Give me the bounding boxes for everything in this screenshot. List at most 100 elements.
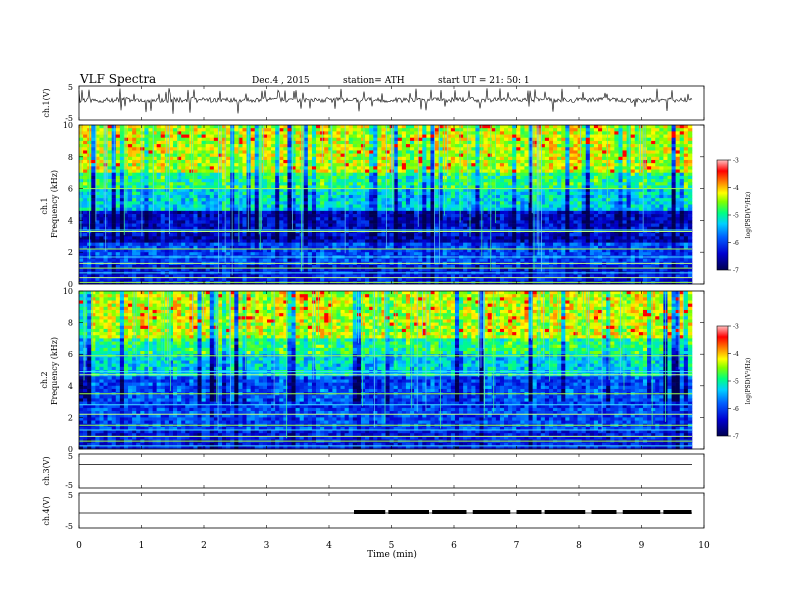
spectrogram-cell <box>430 204 435 208</box>
spectrogram-cell <box>593 150 599 154</box>
spectrogram-cell <box>275 159 280 164</box>
spectrogram-cell <box>483 166 488 170</box>
spectrogram-cell <box>393 223 399 228</box>
spectrogram-cell <box>655 188 660 193</box>
spectrogram-cell <box>573 175 578 180</box>
spectrogram-cell <box>377 207 382 212</box>
spectrogram-cell <box>238 131 243 135</box>
spectrogram-cell <box>205 144 211 148</box>
spectrogram-cell <box>385 147 390 151</box>
spectrogram-cell <box>266 207 272 212</box>
spectrogram-cell <box>671 220 676 224</box>
spectrogram-cell <box>160 204 166 208</box>
spectrogram-cell <box>499 153 505 158</box>
spectrogram-cell <box>532 137 538 142</box>
spectrogram-cell <box>446 125 452 129</box>
spectrogram-cell <box>610 220 615 224</box>
spectrogram-cell <box>185 201 190 205</box>
spectrogram-cell <box>340 172 345 177</box>
spectrogram-cell <box>209 214 215 218</box>
spectrogram-cell <box>303 198 309 202</box>
spectrogram-cell <box>671 172 676 177</box>
spectrogram-cell <box>524 198 529 202</box>
spectrogram-cell <box>377 223 382 228</box>
spectrogram-cell <box>622 131 627 135</box>
spectrogram-cell <box>119 185 125 189</box>
spectrogram-cell <box>454 150 460 154</box>
spectrogram-cell <box>160 194 166 199</box>
spectrogram-cell <box>246 134 251 139</box>
spectrogram-cell <box>471 226 476 231</box>
spectrogram-cell <box>83 169 88 173</box>
spectrogram-cell <box>226 169 231 173</box>
spectrogram-cell <box>438 214 444 218</box>
spectrogram-cell <box>683 217 689 221</box>
spectrogram-cell <box>168 150 174 154</box>
spectrogram-cell <box>426 220 431 224</box>
spectrogram-cell <box>471 172 476 177</box>
start-time-label: start UT = 21: 50: 1 <box>438 76 530 86</box>
spectrogram-cell <box>642 201 648 205</box>
spectrogram-cell <box>226 210 231 215</box>
spectrogram-cell <box>356 223 362 228</box>
spectrogram-cell <box>410 214 415 218</box>
spectrogram-cell <box>508 204 513 208</box>
spectrogram-cell <box>557 210 562 215</box>
spectrogram-cell <box>565 166 570 170</box>
spectrogram-cell <box>475 210 480 215</box>
spectrogram-cell <box>450 169 456 173</box>
spectrogram-cell <box>332 223 337 228</box>
spectrogram-cell <box>642 191 648 196</box>
spectrogram-cell <box>226 147 231 151</box>
spectrogram-cell <box>569 140 574 145</box>
spectrogram-cell <box>99 134 104 139</box>
spectrogram-cell <box>226 220 231 224</box>
spectrogram-cell <box>454 198 460 202</box>
spectrogram-cell <box>332 163 337 167</box>
spectrogram-cell <box>483 194 488 199</box>
spectrogram-cell <box>201 172 206 177</box>
spectrogram-cell <box>532 166 538 170</box>
spectrogram-cell <box>83 150 88 154</box>
spectrogram-cell <box>205 210 211 215</box>
spectrogram-cell <box>95 166 100 170</box>
spectrogram-cell <box>148 182 153 186</box>
spectrogram-cell <box>499 156 505 161</box>
spectrogram-cell <box>512 201 517 205</box>
spectrogram-cell <box>393 128 399 132</box>
spectrogram-cell <box>201 217 206 221</box>
spectrogram-cell <box>499 217 505 221</box>
spectrogram-cell <box>520 223 525 228</box>
spectrogram-cell <box>614 128 619 132</box>
spectrogram-cell <box>295 163 300 167</box>
spectrogram-cell <box>651 137 656 142</box>
spectrogram-cell <box>128 144 133 148</box>
spectrogram-cell <box>401 207 407 212</box>
spectrogram-cell <box>553 134 558 139</box>
spectrogram-cell <box>512 137 517 142</box>
spectrogram-cell <box>504 214 509 218</box>
spectrogram-cell <box>99 156 104 161</box>
spectrogram-cell <box>356 220 362 224</box>
spectrogram-cell <box>222 182 227 186</box>
spectrogram-cell <box>389 153 394 158</box>
spectrogram-cell <box>348 140 354 145</box>
spectrogram-cell <box>385 194 390 199</box>
spectrogram-cell <box>164 226 170 231</box>
spectrogram-cell <box>352 214 358 218</box>
spectrogram-cell <box>508 147 513 151</box>
spectrogram-cell <box>185 185 190 189</box>
spectrogram-cell <box>177 156 182 161</box>
spectrogram-cell <box>651 147 656 151</box>
spectrogram-cell <box>638 220 644 224</box>
spectrogram-cell <box>107 185 112 189</box>
spectrogram-cell <box>205 172 211 177</box>
spectrogram-cell <box>128 131 133 135</box>
spectrogram-cell <box>177 201 182 205</box>
spectrogram-cell <box>540 128 546 132</box>
spectrogram-cell <box>414 166 419 170</box>
spectrogram-cell <box>520 163 525 167</box>
spectrogram-cell <box>266 217 272 221</box>
spectrogram-cell <box>132 166 137 170</box>
spectrogram-cell <box>205 188 211 193</box>
